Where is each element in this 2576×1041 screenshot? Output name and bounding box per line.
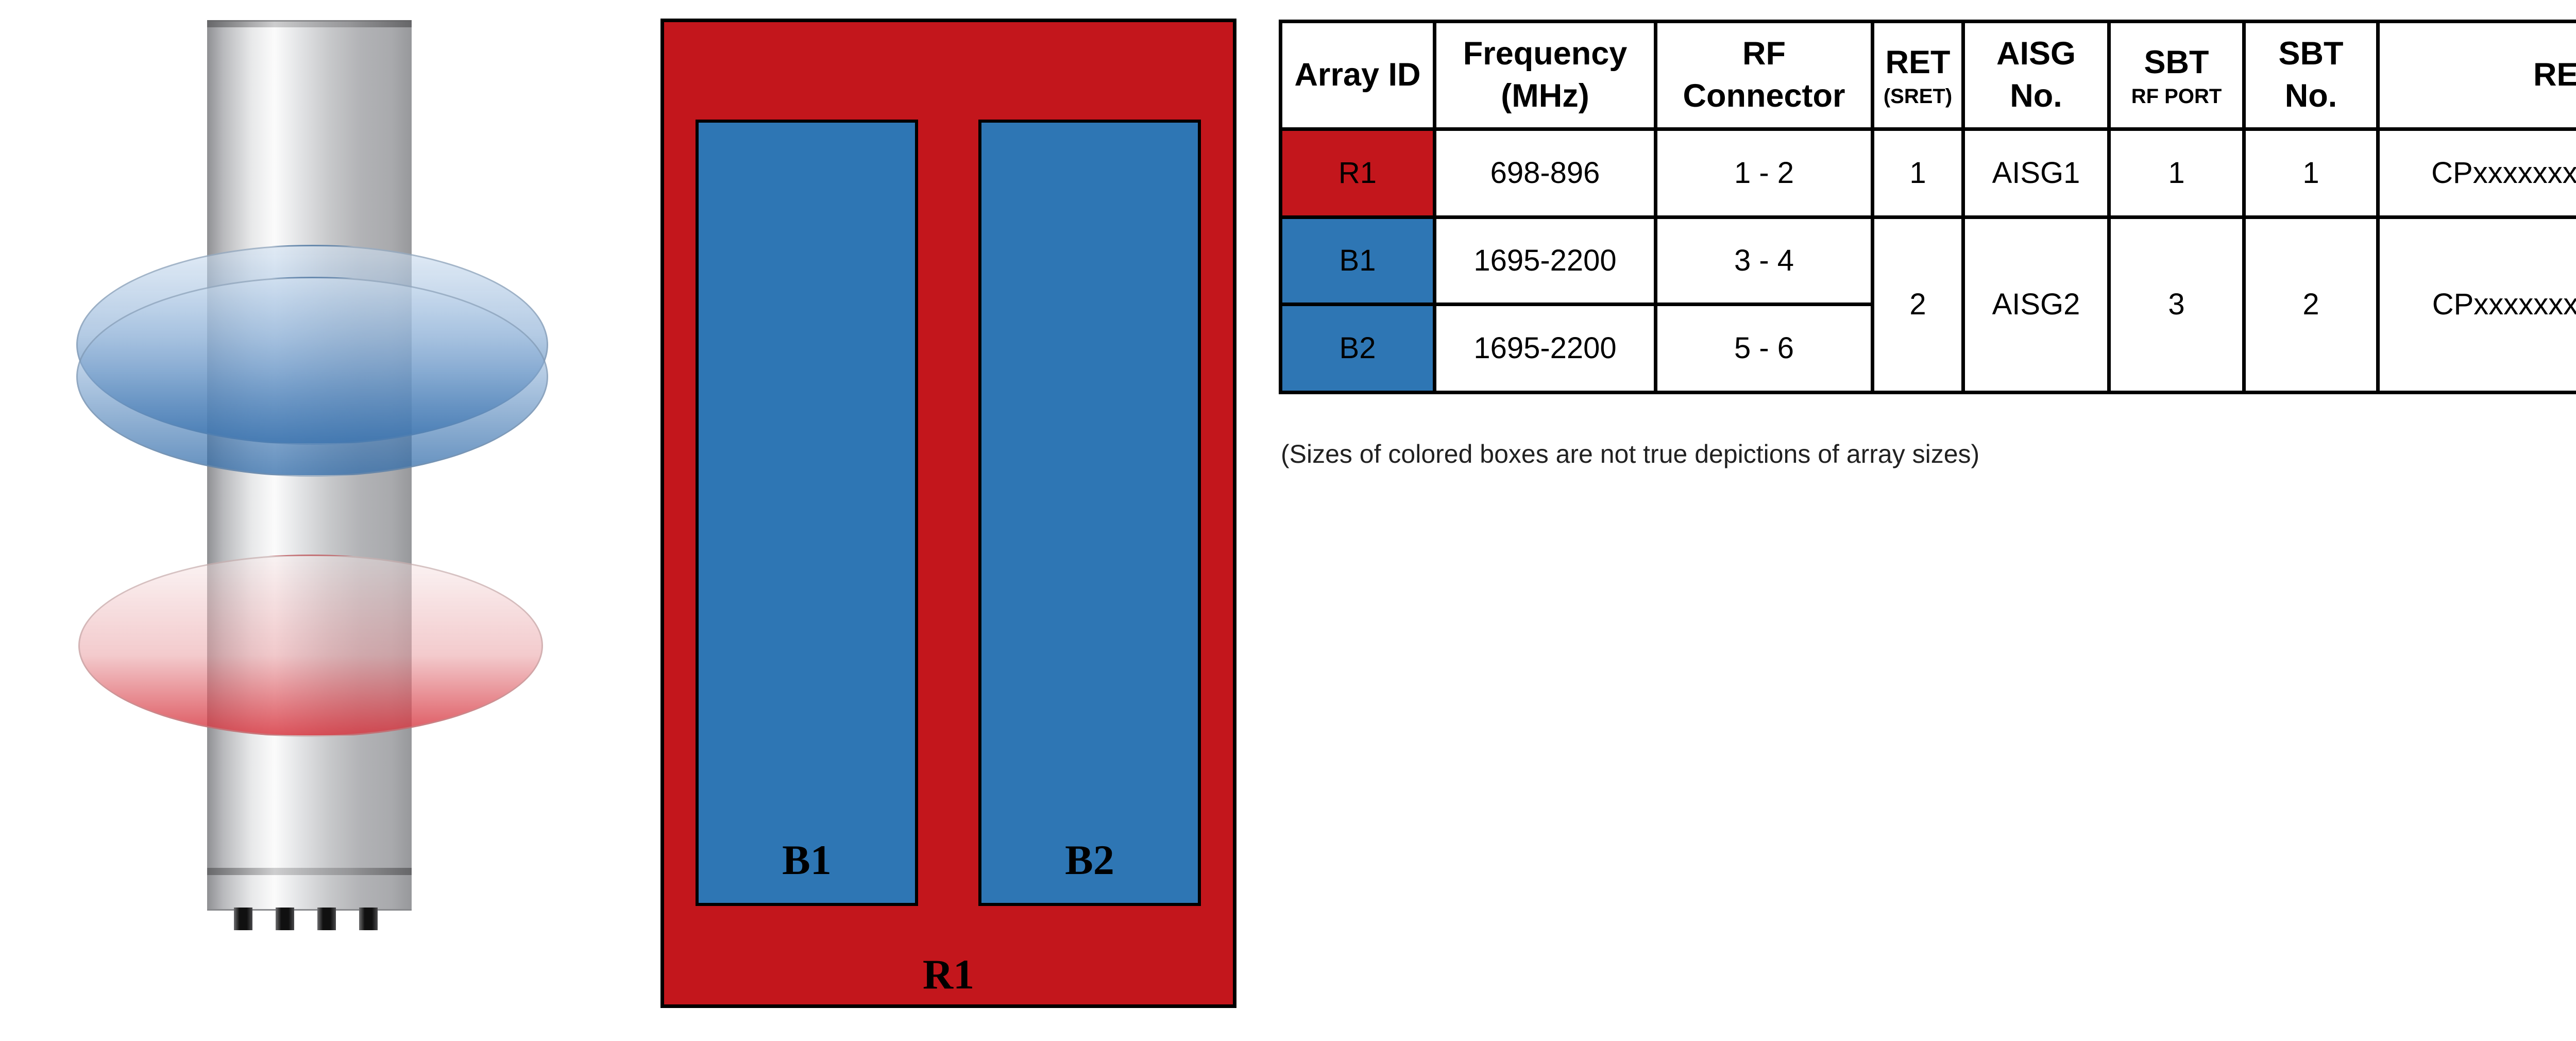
header-ret-uid: RET UID (2376, 20, 2576, 131)
header-frequency: Frequency (MHz) (1433, 20, 1657, 131)
cell-sbt-no-r1: 1 (2242, 127, 2380, 219)
header-sbt-port-line1: SBT (2144, 44, 2209, 81)
cell-aisg-no-b: AISG2 (1961, 215, 2111, 394)
header-frequency-line2: (MHz) (1501, 78, 1589, 114)
header-rf-line2: Connector (1683, 78, 1845, 114)
size-disclaimer-note: (Sizes of colored boxes are not true dep… (1281, 440, 1980, 468)
cell-sbt-no-b: 2 (2242, 215, 2380, 394)
header-aisg-line1: AISG (1996, 36, 2076, 72)
cell-ret-uid-b: CPxxxxxxxxxxxxxxxxxB1 (2376, 215, 2576, 394)
header-sret-line2: (SRET) (1883, 85, 1953, 108)
array-box-b2 (978, 120, 1201, 906)
cell-ret-sret-r1: 1 (1871, 127, 1965, 219)
table-row-b1: B1 1695-2200 3 - 4 2 AISG2 3 2 CPxxxxxxx… (1279, 215, 2576, 394)
connector-foot (276, 908, 294, 930)
cell-aisg-no-r1: AISG1 (1961, 127, 2111, 219)
header-rf-line1: RF (1742, 36, 1786, 72)
header-frequency-line1: Frequency (1463, 36, 1628, 72)
blue-beam-disc-lower (76, 277, 548, 477)
cell-rf-connector-b1: 3 - 4 (1654, 215, 1874, 306)
cylinder-top-band (207, 20, 412, 27)
header-ret-sret: RET (SRET) (1871, 20, 1965, 131)
header-ret-line1: RET (1885, 44, 1951, 81)
table-header-row: Array ID Frequency (MHz) RF Connector RE… (1279, 20, 2576, 131)
cell-frequency-r1: 698-896 (1433, 127, 1657, 219)
cell-array-id-b2: B2 (1279, 303, 1436, 394)
connector-foot (359, 908, 378, 930)
connector-foot (317, 908, 336, 930)
header-sbt-no-line1: SBT (2278, 36, 2344, 72)
cell-frequency-b1: 1695-2200 (1433, 215, 1657, 306)
cell-array-id-b1: B1 (1279, 215, 1436, 306)
header-sbt-rf-port: SBT RF PORT (2107, 20, 2246, 131)
header-rf-connector: RF Connector (1654, 20, 1874, 131)
header-sbt-no-line2: No. (2284, 78, 2337, 114)
cell-rf-connector-b2: 5 - 6 (1654, 303, 1874, 394)
connector-foot (234, 908, 252, 930)
array-label-r1: R1 (922, 951, 975, 998)
cell-sbt-rf-port-b: 3 (2107, 215, 2246, 394)
array-box-b1 (696, 120, 918, 906)
cell-ret-uid-r1: CPxxxxxxxxxxxxxxxxxR1 (2376, 127, 2576, 219)
cell-frequency-b2: 1695-2200 (1433, 303, 1657, 394)
table-row-b2: B2 1695-2200 5 - 6 (1279, 303, 2576, 394)
header-aisg-no: AISG No. (1961, 20, 2111, 131)
cell-array-id-r1: R1 (1279, 127, 1436, 219)
cell-ret-sret-b: 2 (1871, 215, 1965, 394)
table-row-r1: R1 698-896 1 - 2 1 AISG1 1 1 CPxxxxxxxxx… (1279, 127, 2576, 219)
header-sbt-no: SBT No. (2242, 20, 2380, 131)
header-aisg-line2: No. (2010, 78, 2062, 114)
cell-rf-connector-r1: 1 - 2 (1654, 127, 1874, 219)
array-label-b2: B2 (1065, 836, 1114, 883)
cylinder-bottom-band (207, 868, 412, 875)
port-configuration-table: Array ID Frequency (MHz) RF Connector RE… (1279, 20, 2576, 394)
header-sbt-port-line2: RF PORT (2131, 85, 2222, 108)
array-label-b1: B1 (782, 836, 832, 883)
cell-sbt-rf-port-r1: 1 (2107, 127, 2246, 219)
header-array-id: Array ID (1279, 20, 1436, 131)
red-beam-disc (78, 555, 543, 737)
